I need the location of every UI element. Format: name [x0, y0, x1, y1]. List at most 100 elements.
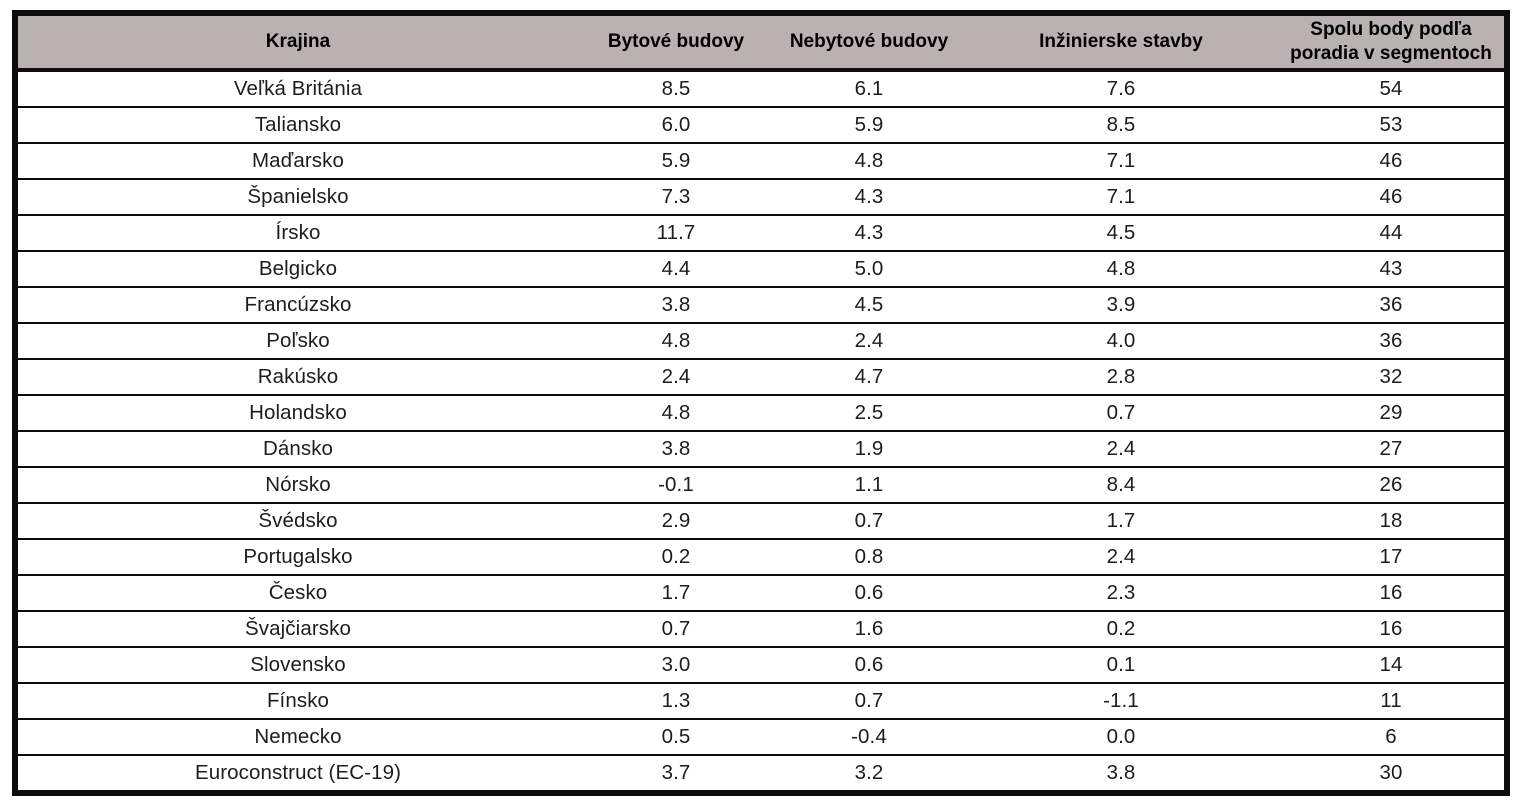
table-row: Nemecko 0.5 -0.4 0.0 6 — [15, 718, 1507, 755]
column-header-nebytove-budovy: Nebytové budovy — [774, 13, 964, 72]
country-cell: Španielsko — [15, 178, 578, 215]
value-cell: 4.8 — [578, 394, 774, 431]
value-cell: 7.1 — [964, 178, 1278, 215]
value-cell: 8.5 — [964, 106, 1278, 143]
value-cell: 30 — [1278, 754, 1507, 793]
value-cell: 4.5 — [964, 214, 1278, 251]
country-cell: Taliansko — [15, 106, 578, 143]
value-cell: 7.3 — [578, 178, 774, 215]
country-cell: Holandsko — [15, 394, 578, 431]
country-cell: Francúzsko — [15, 286, 578, 323]
value-cell: 3.8 — [578, 286, 774, 323]
value-cell: 16 — [1278, 610, 1507, 647]
value-cell: 36 — [1278, 286, 1507, 323]
table-row: Rakúsko 2.4 4.7 2.8 32 — [15, 358, 1507, 395]
value-cell: 2.8 — [964, 358, 1278, 395]
value-cell: 1.6 — [774, 610, 964, 647]
value-cell: 1.9 — [774, 430, 964, 467]
column-header-krajina: Krajina — [15, 13, 578, 72]
table-row: Španielsko 7.3 4.3 7.1 46 — [15, 178, 1507, 215]
column-header-spolu-body: Spolu body podľa poradia v segmentoch — [1278, 13, 1507, 72]
value-cell: 32 — [1278, 358, 1507, 395]
value-cell: 0.5 — [578, 718, 774, 755]
value-cell: 0.0 — [964, 718, 1278, 755]
header-row: Krajina Bytové budovy Nebytové budovy In… — [15, 13, 1507, 72]
value-cell: 0.7 — [774, 682, 964, 719]
country-cell: Maďarsko — [15, 142, 578, 179]
column-header-bytove-budovy: Bytové budovy — [578, 13, 774, 72]
value-cell: 54 — [1379, 77, 1403, 100]
value-cell: 0.2 — [964, 610, 1278, 647]
table-row: Nórsko -0.1 1.1 8.4 26 — [15, 466, 1507, 503]
country-cell: Euroconstruct (EC-19) — [15, 754, 578, 793]
value-cell: 8.4 — [964, 466, 1278, 503]
table-row: Dánsko 3.8 1.9 2.4 27 — [15, 430, 1507, 467]
value-cell: 0.7 — [774, 502, 964, 539]
value-cell: 4.3 — [774, 214, 964, 251]
value-cell: 2.3 — [964, 574, 1278, 611]
value-cell: 2.4 — [964, 430, 1278, 467]
table-header: Krajina Bytové budovy Nebytové budovy In… — [15, 13, 1507, 72]
country-cell: Slovensko — [15, 646, 578, 683]
table-body: Veľká Británia 8.5 6.1 7.6 54 Taliansko 6.0 5.9… — [15, 70, 1507, 793]
table-row: Belgicko 4.4 5.0 4.8 43 — [15, 250, 1507, 287]
table-row: Írsko 11.7 4.3 4.5 44 — [15, 214, 1507, 251]
value-cell: 2.4 — [774, 322, 964, 359]
country-cell: Nórsko — [15, 466, 578, 503]
country-cell: Nemecko — [15, 718, 578, 755]
country-cell: Belgicko — [15, 250, 578, 287]
value-cell: 2.4 — [964, 538, 1278, 575]
value-cell: 46 — [1278, 142, 1507, 179]
country-cell: Švajčiarsko — [15, 610, 578, 647]
table-row: Česko 1.7 0.6 2.3 16 — [15, 574, 1507, 611]
country-cell: Dánsko — [15, 430, 578, 467]
value-cell: 7.6 — [1106, 77, 1136, 100]
value-cell: 14 — [1278, 646, 1507, 683]
value-cell: 6 — [1278, 718, 1507, 755]
value-cell: 3.8 — [964, 754, 1278, 793]
column-header-inzinierske-stavby: Inžinierske stavby — [964, 13, 1278, 72]
value-cell: 3.8 — [578, 430, 774, 467]
value-cell: 11 — [1278, 682, 1507, 719]
value-cell: 18 — [1278, 502, 1507, 539]
value-cell: 4.4 — [578, 250, 774, 287]
value-cell: 4.8 — [774, 142, 964, 179]
value-cell: 29 — [1278, 394, 1507, 431]
value-cell: -0.1 — [578, 466, 774, 503]
table-row: Švédsko 2.9 0.7 1.7 18 — [15, 502, 1507, 539]
country-cell: Česko — [15, 574, 578, 611]
value-cell: 53 — [1278, 106, 1507, 143]
value-cell: 6.1 — [854, 77, 884, 100]
table-row: Maďarsko 5.9 4.8 7.1 46 — [15, 142, 1507, 179]
value-cell: 8.5 — [661, 77, 691, 100]
value-cell: 4.8 — [578, 322, 774, 359]
value-cell: 4.8 — [964, 250, 1278, 287]
value-cell: 3.0 — [578, 646, 774, 683]
value-cell: 36 — [1278, 322, 1507, 359]
value-cell: 2.9 — [578, 502, 774, 539]
value-cell: 0.7 — [578, 610, 774, 647]
value-cell: 5.9 — [578, 142, 774, 179]
value-cell: 4.0 — [964, 322, 1278, 359]
value-cell: 6.0 — [578, 106, 774, 143]
value-cell: 5.0 — [774, 250, 964, 287]
country-construction-table-container: Krajina Bytové budovy Nebytové budovy In… — [12, 10, 1510, 796]
value-cell: 1.7 — [578, 574, 774, 611]
value-cell: 44 — [1278, 214, 1507, 251]
country-cell: Švédsko — [15, 502, 578, 539]
table-row: Holandsko 4.8 2.5 0.7 29 — [15, 394, 1507, 431]
value-cell: 4.7 — [774, 358, 964, 395]
value-cell: 16 — [1278, 574, 1507, 611]
value-cell: 1.3 — [578, 682, 774, 719]
country-cell: Portugalsko — [15, 538, 578, 575]
value-cell: 0.6 — [774, 574, 964, 611]
value-cell: 0.7 — [964, 394, 1278, 431]
value-cell: 11.7 — [578, 214, 774, 251]
value-cell: 17 — [1278, 538, 1507, 575]
table-row: Euroconstruct (EC-19) 3.7 3.2 3.8 30 — [15, 754, 1507, 793]
value-cell: -1.1 — [964, 682, 1278, 719]
value-cell: 3.9 — [964, 286, 1278, 323]
table-row: Fínsko 1.3 0.7 -1.1 11 — [15, 682, 1507, 719]
table-row: Slovensko 3.0 0.6 0.1 14 — [15, 646, 1507, 683]
value-cell: 27 — [1278, 430, 1507, 467]
